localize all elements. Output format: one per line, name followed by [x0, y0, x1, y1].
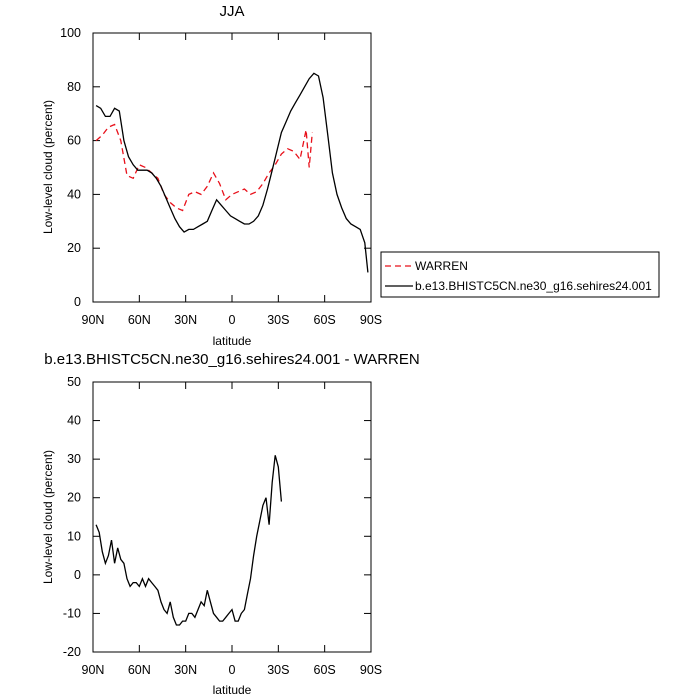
x-tick-label: 30N — [174, 313, 197, 327]
chart-top-y-label: Low-level cloud (percent) — [41, 100, 55, 234]
x-tick-label: 60N — [128, 663, 151, 677]
y-tick-label: 100 — [60, 26, 81, 40]
x-tick-label: 60S — [314, 313, 336, 327]
legend-label-model: b.e13.BHISTC5CN.ne30_g16.sehires24.001 — [415, 279, 652, 293]
x-tick-label: 90N — [82, 313, 105, 327]
x-tick-label: 90S — [360, 663, 382, 677]
y-tick-label: -10 — [63, 606, 81, 620]
chart-bottom-y-axis: -20 -10 0 10 20 30 40 50 — [63, 375, 371, 659]
x-tick-label: 60N — [128, 313, 151, 327]
chart-bottom-title: b.e13.BHISTC5CN.ne30_g16.sehires24.001 -… — [44, 351, 419, 368]
chart-bottom-x-label: latitude — [213, 683, 252, 697]
y-tick-label: 60 — [67, 134, 81, 148]
chart-bottom-x-axis: 90N 60N 30N 0 30S 60S 90S — [82, 382, 382, 677]
chart-bottom-y-label: Low-level cloud (percent) — [41, 450, 55, 584]
x-tick-label: 30S — [267, 663, 289, 677]
y-tick-label: 0 — [74, 295, 81, 309]
legend: WARREN b.e13.BHISTC5CN.ne30_g16.sehires2… — [380, 251, 660, 298]
y-tick-label: 50 — [67, 375, 81, 389]
chart-top-series — [95, 72, 369, 273]
series-line-0 — [95, 123, 313, 212]
y-tick-label: 0 — [74, 568, 81, 582]
x-tick-label: 30S — [267, 313, 289, 327]
chart-top-x-axis: 90N 60N 30N 0 30S 60S 90S — [82, 33, 382, 327]
y-tick-label: 10 — [67, 529, 81, 543]
chart-bottom: latitude b.e13.BHISTC5CN.ne30_g16.sehire… — [41, 334, 420, 697]
x-tick-label: 90S — [360, 313, 382, 327]
chart-bottom-series — [95, 455, 283, 626]
legend-box — [380, 251, 660, 298]
y-tick-label: 30 — [67, 452, 81, 466]
chart-top-title: JJA — [219, 3, 244, 20]
x-tick-label: 0 — [229, 663, 236, 677]
chart-top: JJA 0 20 40 60 80 100 90N 60N 30N 0 30S 60S 90S Low… — [41, 3, 382, 327]
x-tick-label: 90N — [82, 663, 105, 677]
x-tick-label: 0 — [229, 313, 236, 327]
y-tick-label: 80 — [67, 80, 81, 94]
y-tick-label: 40 — [67, 187, 81, 201]
y-tick-label: -20 — [63, 645, 81, 659]
chart-top-x-label: latitude — [213, 334, 252, 348]
y-tick-label: 40 — [67, 414, 81, 428]
legend-label-warren: WARREN — [415, 259, 468, 273]
chart-top-y-axis: 0 20 40 60 80 100 — [60, 26, 371, 309]
x-tick-label: 30N — [174, 663, 197, 677]
y-tick-label: 20 — [67, 491, 81, 505]
x-tick-label: 60S — [314, 663, 336, 677]
y-tick-label: 20 — [67, 241, 81, 255]
series-line-1 — [95, 72, 369, 273]
series-line-0 — [95, 455, 283, 626]
